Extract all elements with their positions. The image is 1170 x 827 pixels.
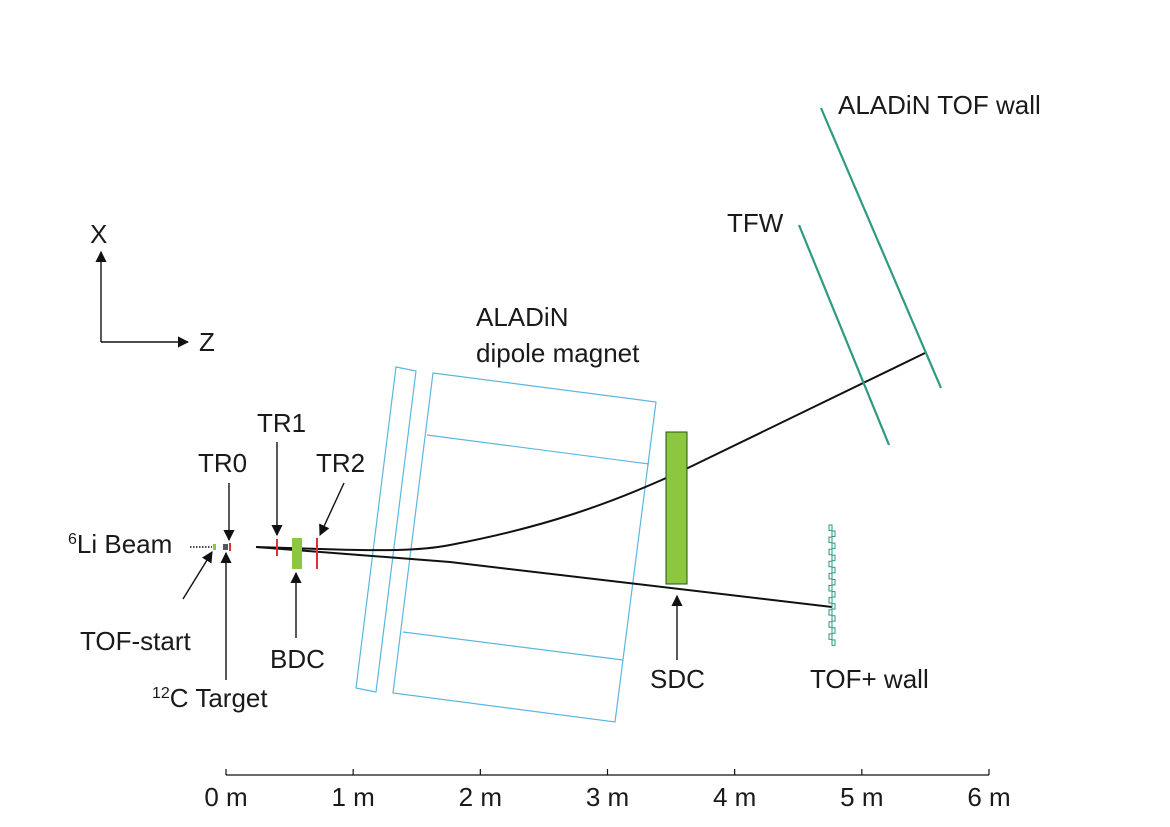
coordinate-frame: X Z [90, 219, 215, 357]
tof-plus-bar [831, 615, 836, 622]
tof-plus-bar [831, 578, 836, 586]
target [223, 544, 228, 550]
magnet-pole-lower [402, 631, 624, 661]
tof-plus-bar [828, 536, 833, 544]
distance-scale: 0 m 1 m 2 m 3 m 4 m 5 m 6 m [204, 769, 1011, 812]
tof-plus-bar [831, 603, 836, 610]
tof-plus-bar [831, 639, 836, 646]
scale-tick-label: 3 m [586, 782, 629, 812]
tfw-wall [797, 224, 891, 446]
track-deflected [255, 352, 926, 552]
tof-plus-bar [831, 566, 836, 574]
beam-name: Li Beam [77, 529, 172, 559]
scale-tick-label: 0 m [204, 782, 247, 812]
tof-start-pointer [182, 551, 213, 600]
tof-plus-bar [831, 530, 836, 537]
tof-plus-bar [828, 572, 833, 580]
tof-plus-bar [828, 524, 833, 531]
particle-tracks [255, 352, 926, 608]
bdc-label: BDC [270, 644, 325, 674]
tr0-detector [229, 543, 231, 551]
tof-plus-bar [828, 621, 833, 628]
tr2-label: TR2 [316, 448, 365, 478]
tof-start-label: TOF-start [80, 626, 192, 656]
scale-tick-label: 2 m [459, 782, 502, 812]
magnet-label-line1: ALADiN [476, 302, 568, 332]
beamline [190, 431, 688, 585]
bdc-detector [292, 538, 302, 569]
tof-plus-bar [828, 597, 833, 604]
tof-plus-bar [831, 554, 836, 562]
x-axis-label: X [90, 219, 107, 249]
magnet-label-line2: dipole magnet [476, 338, 640, 368]
tof-plus-wall [828, 524, 836, 646]
component-labels: 6Li Beam TOF-start 12C Target TR0 TR1 TR… [68, 90, 1041, 713]
tof-plus-bar [831, 591, 836, 598]
tof-plus-bar [828, 609, 833, 616]
tof-plus-wall-label: TOF+ wall [810, 664, 929, 694]
tof-start-detector [213, 544, 216, 550]
magnet-yoke [392, 372, 657, 723]
magnet-coil-front [355, 366, 417, 693]
tfw-label: TFW [727, 208, 784, 238]
scale-tick-label: 6 m [967, 782, 1010, 812]
tr1-label: TR1 [257, 408, 306, 438]
tof-plus-bar [831, 542, 836, 550]
aladin-dipole-magnet [355, 366, 657, 723]
target-label: 12C Target [152, 683, 268, 713]
sdc-label: SDC [650, 664, 705, 694]
z-axis-label: Z [199, 327, 215, 357]
target-mass-number: 12 [152, 685, 170, 702]
tof-plus-bar [831, 627, 836, 634]
tr1-detector [276, 539, 278, 556]
tof-plus-bar [828, 548, 833, 556]
scale-tick-label: 4 m [713, 782, 756, 812]
aladin-tof-wall [819, 107, 943, 389]
magnet-pole-upper [426, 434, 650, 465]
scale-tick-label: 5 m [840, 782, 883, 812]
tof-walls [797, 107, 943, 646]
beam-label: 6Li Beam [68, 529, 172, 559]
target-name: C Target [170, 683, 269, 713]
tof-plus-bar [828, 560, 833, 568]
beam-mass-number: 6 [68, 531, 77, 548]
sdc-detector [665, 431, 688, 585]
tr0-label: TR0 [198, 448, 247, 478]
scale-tick-label: 1 m [331, 782, 374, 812]
tof-plus-bar [828, 585, 833, 592]
tr2-pointer [319, 482, 345, 537]
tr2-detector [316, 538, 318, 569]
tof-plus-bar [828, 633, 833, 640]
track-straight [255, 546, 833, 608]
aladin-tof-wall-label: ALADiN TOF wall [838, 90, 1041, 120]
